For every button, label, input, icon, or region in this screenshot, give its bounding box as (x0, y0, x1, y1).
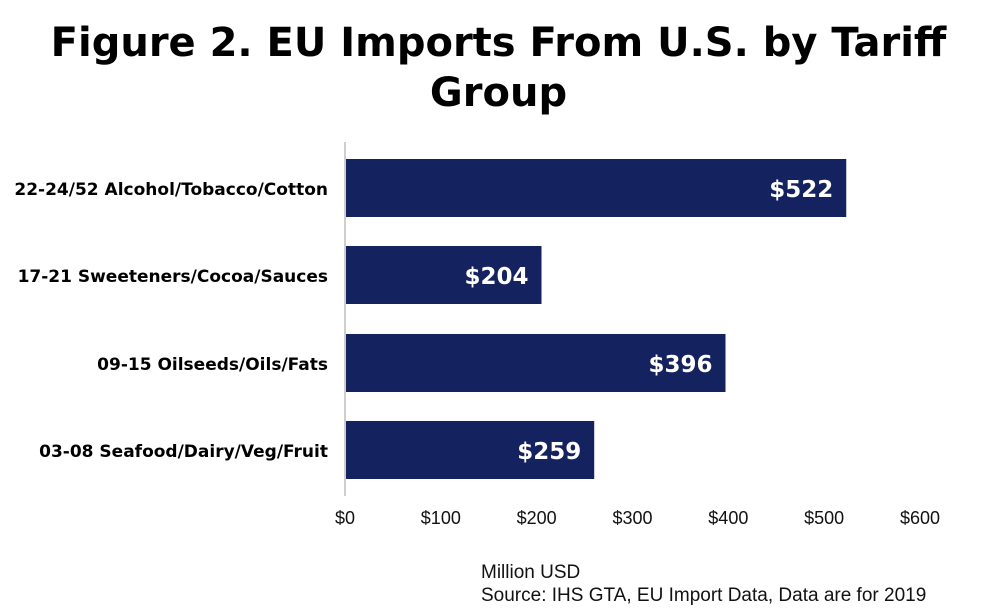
source-note: Source: IHS GTA, EU Import Data, Data ar… (481, 585, 927, 606)
bar-value-label: $396 (648, 352, 712, 378)
chart-title-line-1: Figure 2. EU Imports From U.S. by Tariff (50, 20, 947, 66)
bar-value-label: $259 (517, 439, 581, 465)
bar (346, 159, 847, 217)
bar-value-label: $204 (464, 264, 528, 290)
category-label: 17-21 Sweeteners/Cocoa/Sauces (18, 267, 328, 287)
bar (346, 246, 542, 304)
chart-title-line-2: Group (429, 70, 568, 116)
x-tick-label: $0 (335, 508, 355, 528)
bar-value-label: $522 (769, 177, 833, 203)
bar (346, 421, 595, 479)
x-tick-label: $600 (900, 508, 940, 528)
x-tick-label: $100 (421, 508, 461, 528)
x-tick-label: $500 (804, 508, 844, 528)
category-label: 03-08 Seafood/Dairy/Veg/Fruit (39, 442, 328, 462)
x-tick-label: $300 (612, 508, 652, 528)
x-tick-label: $400 (708, 508, 748, 528)
x-tick-label: $200 (517, 508, 557, 528)
bar (346, 334, 726, 392)
category-label: 09-15 Oilseeds/Oils/Fats (97, 355, 328, 375)
unit-note: Million USD (481, 562, 581, 583)
category-label: 22-24/52 Alcohol/Tobacco/Cotton (14, 180, 328, 200)
